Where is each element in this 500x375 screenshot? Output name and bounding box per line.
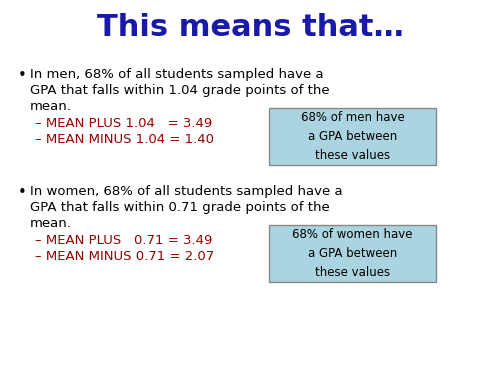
Text: 68% of men have
a GPA between
these values: 68% of men have a GPA between these valu… xyxy=(300,111,405,162)
Text: – MEAN PLUS 1.04   = 3.49: – MEAN PLUS 1.04 = 3.49 xyxy=(35,117,212,130)
Text: GPA that falls within 1.04 grade points of the: GPA that falls within 1.04 grade points … xyxy=(30,84,330,97)
Text: – MEAN MINUS 1.04 = 1.40: – MEAN MINUS 1.04 = 1.40 xyxy=(35,133,214,146)
Text: In men, 68% of all students sampled have a: In men, 68% of all students sampled have… xyxy=(30,68,324,81)
FancyBboxPatch shape xyxy=(269,225,436,282)
Text: This means that…: This means that… xyxy=(96,13,404,42)
Text: •: • xyxy=(18,185,27,200)
Text: 68% of women have
a GPA between
these values: 68% of women have a GPA between these va… xyxy=(292,228,413,279)
Text: mean.: mean. xyxy=(30,217,72,230)
Text: – MEAN MINUS 0.71 = 2.07: – MEAN MINUS 0.71 = 2.07 xyxy=(35,250,214,263)
Text: •: • xyxy=(18,68,27,83)
Text: In women, 68% of all students sampled have a: In women, 68% of all students sampled ha… xyxy=(30,185,342,198)
Text: – MEAN PLUS   0.71 = 3.49: – MEAN PLUS 0.71 = 3.49 xyxy=(35,234,212,247)
FancyBboxPatch shape xyxy=(269,108,436,165)
Text: GPA that falls within 0.71 grade points of the: GPA that falls within 0.71 grade points … xyxy=(30,201,330,214)
Text: mean.: mean. xyxy=(30,100,72,113)
